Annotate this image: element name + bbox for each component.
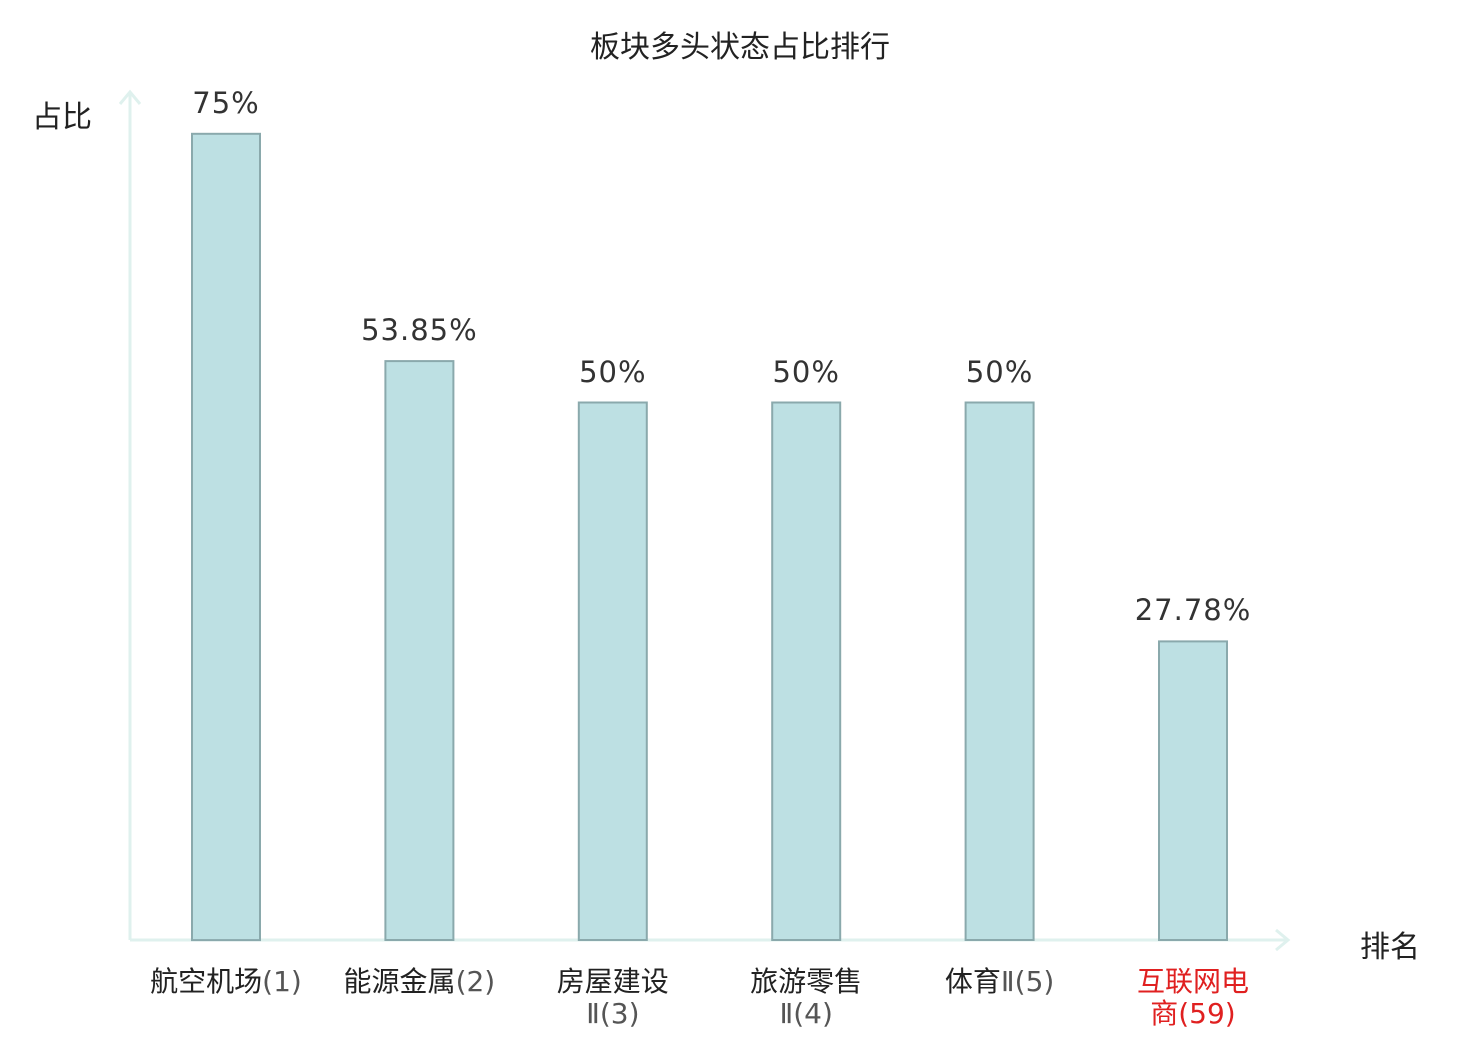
axes [118, 89, 1291, 952]
x-tick-label: 互联网电 商(59) [1093, 966, 1293, 1030]
chart-title: 板块多头状态占比排行 [590, 30, 890, 65]
x-tick-rank: (2) [455, 965, 496, 998]
bar [191, 132, 261, 942]
x-tick-category-name: 能源金属 [343, 965, 456, 998]
x-tick-category-name: 航空机场 [150, 965, 263, 998]
bar-value-label: 27.78% [1134, 593, 1252, 628]
x-tick-rank: Ⅱ(3) [586, 997, 640, 1030]
y-axis-label: 占比 [32, 100, 92, 135]
x-tick-category-name: 旅游零售 [750, 965, 863, 998]
bar-value-label: 50% [579, 354, 647, 389]
y-axis-arrow [118, 89, 142, 105]
x-tick-rank: (1) [262, 965, 302, 998]
bar [771, 401, 842, 941]
x-tick-label: 能源金属(2) [319, 966, 519, 998]
x-axis-arrow [1275, 928, 1291, 952]
bar-value-label: 53.85% [361, 313, 478, 348]
bar-value-label: 50% [772, 354, 840, 389]
x-axis-label: 排名 [1360, 930, 1420, 965]
bar [577, 401, 648, 941]
x-tick-rank: 商(59) [1150, 997, 1236, 1030]
x-tick-category-name: 房屋建设 [556, 965, 669, 998]
x-tick-rank: Ⅱ(5) [1000, 965, 1055, 998]
x-tick-label: 体育Ⅱ(5) [900, 966, 1100, 998]
bar [964, 401, 1035, 941]
x-tick-rank: Ⅱ(4) [779, 997, 833, 1030]
x-tick-category-name: 互联网电 [1136, 965, 1249, 998]
bars-group [191, 132, 1228, 942]
x-tick-label: 旅游零售 Ⅱ(4) [706, 966, 906, 1030]
bar [384, 360, 455, 942]
x-tick-category-name: 体育 [944, 965, 1001, 998]
bar [1158, 640, 1228, 942]
x-tick-label: 航空机场(1) [126, 966, 326, 998]
bar-value-label: 75% [192, 85, 260, 120]
x-tick-label: 房屋建设 Ⅱ(3) [513, 966, 713, 1030]
bar-value-label: 50% [965, 354, 1034, 389]
